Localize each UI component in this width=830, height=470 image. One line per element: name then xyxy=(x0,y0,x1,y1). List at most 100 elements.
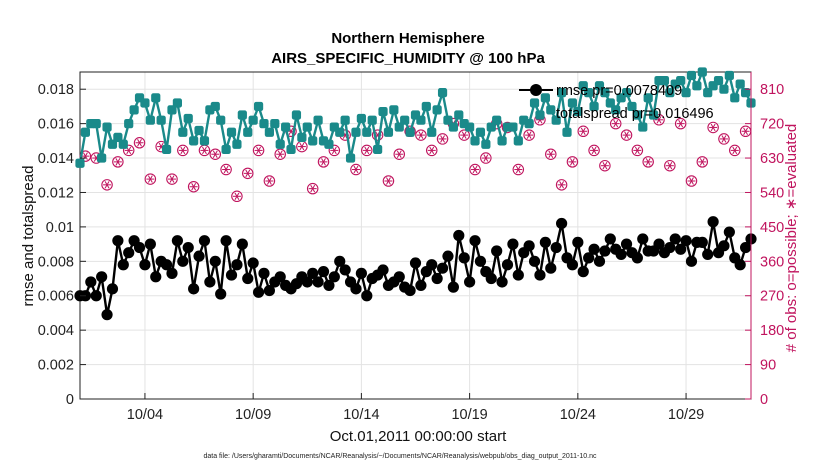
rmse-point xyxy=(523,240,535,252)
rmse-point xyxy=(188,283,200,295)
totalspread-point xyxy=(605,98,615,108)
totalspread-point xyxy=(475,127,486,137)
totalspread-point xyxy=(302,122,312,132)
chart-subtitle: AIRS_SPECIFIC_HUMIDITY @ 100 hPa xyxy=(271,50,545,67)
totalspread-point xyxy=(443,115,453,125)
y-tick-label: 0.012 xyxy=(38,185,74,201)
asterisk-stroke xyxy=(212,150,218,158)
totalspread-point xyxy=(621,88,632,98)
obs-evaluated-point xyxy=(698,158,707,166)
totalspread-point xyxy=(648,110,659,120)
totalspread-point xyxy=(535,110,545,120)
rmse-point xyxy=(680,235,692,247)
totalspread-point xyxy=(107,139,118,149)
y-tick-label: 0.004 xyxy=(38,323,74,339)
asterisk-stroke xyxy=(104,181,110,189)
asterisk-stroke xyxy=(710,123,716,132)
totalspread-point xyxy=(567,98,578,108)
totalspread-point xyxy=(540,93,550,103)
obs-evaluated-point xyxy=(103,181,112,189)
rmse-point xyxy=(447,281,459,293)
obs-evaluated-point xyxy=(189,183,198,191)
asterisk-stroke xyxy=(732,146,738,155)
totalspread-point xyxy=(362,127,372,137)
totalspread-point xyxy=(161,144,172,155)
asterisk-stroke xyxy=(364,146,370,155)
asterisk-stroke xyxy=(266,177,272,185)
asterisk-stroke xyxy=(591,146,597,155)
rmse-point xyxy=(323,279,335,292)
totalspread-point xyxy=(140,98,150,108)
obs-evaluated-point xyxy=(687,177,696,185)
asterisk-stroke xyxy=(667,161,673,170)
asterisk-stroke xyxy=(548,150,554,158)
rmse-point xyxy=(377,264,389,276)
rmse-point xyxy=(734,259,746,271)
asterisk-stroke xyxy=(699,158,705,166)
rmse-point xyxy=(90,290,102,302)
asterisk-stroke xyxy=(288,127,294,135)
totalspread-point xyxy=(632,110,642,120)
rmse-point xyxy=(263,284,275,297)
totalspread-point xyxy=(427,127,437,137)
rmse-point xyxy=(106,283,119,295)
rmse-point xyxy=(350,283,362,295)
totalspread-point xyxy=(497,136,507,146)
y-tick-label: 0.016 xyxy=(38,117,74,133)
y-axis-right-label: # of obs: o=possible; ∗=evaluated xyxy=(783,124,800,353)
asterisk-stroke xyxy=(386,177,391,185)
totalspread-point xyxy=(324,139,334,149)
totalspread-point xyxy=(291,110,302,120)
obs-evaluated-point xyxy=(265,177,274,185)
rmse-point xyxy=(177,255,189,267)
rmse-point xyxy=(85,276,97,288)
asterisk-stroke xyxy=(461,131,467,139)
rmse-point xyxy=(133,241,146,254)
rmse-point xyxy=(150,271,162,283)
rmse-point xyxy=(117,259,129,271)
asterisk-stroke xyxy=(245,169,251,178)
rmse-point xyxy=(436,262,449,274)
obs-evaluated-point xyxy=(113,158,122,166)
obs-evaluated-point xyxy=(135,139,144,147)
asterisk-stroke xyxy=(602,161,608,170)
totalspread-point xyxy=(470,136,480,146)
totalspread-point xyxy=(524,119,534,129)
totalspread-point xyxy=(594,81,605,91)
asterisk-stroke xyxy=(147,175,153,183)
totalspread-point xyxy=(259,119,269,129)
totalspread-point xyxy=(75,158,85,168)
totalspread-point xyxy=(194,125,204,136)
rmse-point xyxy=(160,259,173,271)
obs-evaluated-point xyxy=(579,127,588,135)
rmse-point xyxy=(534,269,546,281)
y-right-tick-label: 630 xyxy=(760,151,784,167)
asterisk-stroke xyxy=(234,192,240,201)
totalspread-point xyxy=(226,127,237,137)
x-tick-label: 10/09 xyxy=(235,407,271,423)
asterisk-stroke xyxy=(483,154,489,162)
rmse-point xyxy=(252,286,265,298)
rmse-point xyxy=(501,259,514,271)
asterisk-stroke xyxy=(191,183,197,191)
y-right-tick-label: 90 xyxy=(760,358,776,374)
asterisk-stroke xyxy=(624,131,629,139)
rmse-point xyxy=(307,267,319,279)
axis-ticks: 0 0.002 0.004 0.006 0.008 0.01 0.012 0.014 0.016… xyxy=(38,72,784,423)
rmse-point xyxy=(653,238,665,250)
rmse-point xyxy=(637,233,649,245)
rmse-point xyxy=(718,240,730,252)
rmse-point xyxy=(485,272,497,285)
asterisk-stroke xyxy=(580,127,586,135)
legend-totalspread-label: totalspread pr=0.016496 xyxy=(556,106,714,122)
asterisk-stroke xyxy=(440,135,445,143)
rmse-point xyxy=(566,259,579,271)
rmse-point xyxy=(193,250,205,262)
y-tick-label: 0.01 xyxy=(46,220,74,236)
totalspread-point xyxy=(681,88,691,98)
totalspread-point xyxy=(167,105,177,115)
rmse-point xyxy=(507,238,519,250)
totalspread-point xyxy=(210,101,220,112)
totalspread-point xyxy=(145,115,155,125)
